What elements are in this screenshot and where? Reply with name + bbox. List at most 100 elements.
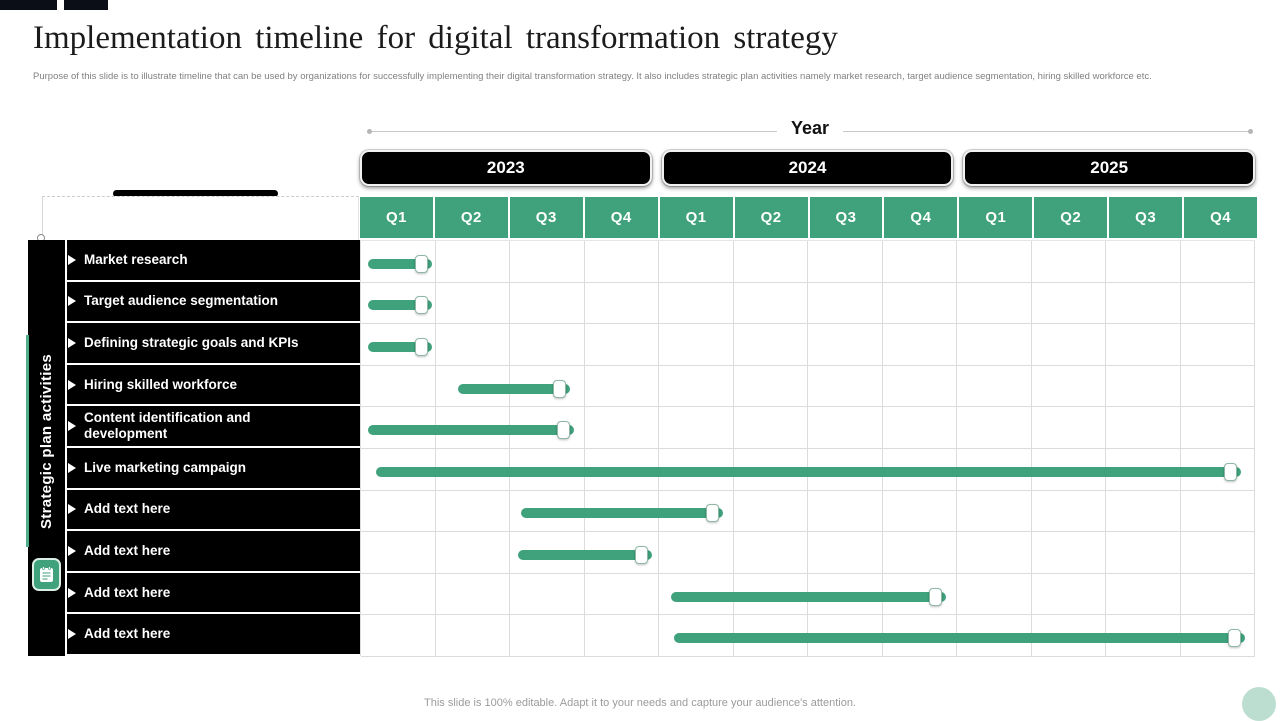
task-label-placeholder[interactable]: Add text here <box>67 572 360 613</box>
chevron-right-icon <box>68 254 76 265</box>
grid-cell <box>1031 573 1106 616</box>
gantt-bar-handle[interactable] <box>414 338 428 356</box>
grid-cell <box>510 573 585 616</box>
grid-cell <box>435 282 510 325</box>
slide-description: Purpose of this slide is to illustrate t… <box>33 71 1152 82</box>
grid-cell <box>808 407 883 449</box>
gantt-bar-handle[interactable] <box>556 421 570 440</box>
task-label-placeholder[interactable]: Add text here <box>67 489 360 530</box>
chevron-right-icon <box>68 337 76 348</box>
task-label-placeholder[interactable]: Add text here <box>67 531 360 571</box>
quarter-header-row: Q1 Q2 Q3 Q4 Q1 Q2 Q3 Q4 Q1 Q2 Q3 Q4 <box>360 197 1258 238</box>
quarter-header-7: Q4 <box>884 197 958 238</box>
gantt-bar-handle[interactable] <box>414 296 428 315</box>
grid-cell <box>957 573 1032 616</box>
quarter-header-2: Q3 <box>509 197 583 238</box>
grid-cell <box>882 532 957 574</box>
grid-cell <box>1180 407 1255 449</box>
task-label-0: Market research <box>67 240 360 280</box>
quarter-header-5: Q2 <box>734 197 808 238</box>
grid-cell <box>882 241 957 283</box>
task-label-2: Defining strategic goals and KPIs <box>67 323 360 363</box>
page-title: Implementation timeline for digital tran… <box>33 20 838 56</box>
gantt-bar-3 <box>457 379 570 398</box>
grid-cell <box>659 282 734 325</box>
grid-cell <box>659 241 734 283</box>
sidebar-label: Strategic plan activities <box>38 353 55 529</box>
grid-row <box>361 282 1255 325</box>
grid-cell <box>957 407 1032 449</box>
gantt-bar-8 <box>670 587 947 606</box>
axis-endpoint-dot-left <box>367 129 372 134</box>
grid-cell <box>882 324 957 366</box>
year-pill-2025: 2025 <box>963 150 1256 186</box>
grid-row <box>361 241 1255 283</box>
grid-cell <box>510 282 585 325</box>
grid-cell <box>584 241 659 283</box>
task-label-text: Add text here <box>84 501 171 517</box>
task-label-3: Hiring skilled workforce <box>67 364 360 405</box>
grid-cell <box>659 365 734 408</box>
quarter-header-0: Q1 <box>360 197 433 238</box>
chevron-right-icon <box>68 504 76 515</box>
grid-cell <box>1106 573 1181 616</box>
grid-cell <box>584 615 659 657</box>
grid-cell <box>808 365 883 408</box>
task-label-column: Market research Target audience segmentat… <box>67 240 360 656</box>
grid-cell <box>361 365 436 408</box>
quarter-header-11: Q4 <box>1184 197 1258 238</box>
task-label-text: Market research <box>84 251 188 267</box>
task-label-text: Hiring skilled workforce <box>84 376 238 392</box>
grid-cell <box>882 282 957 325</box>
gantt-bar-7 <box>517 546 652 564</box>
corner-accent-bar-2 <box>64 0 108 10</box>
quarter-header-1: Q2 <box>434 197 508 238</box>
grid-cell <box>1031 490 1106 533</box>
grid-cell <box>1180 532 1255 574</box>
grid-cell <box>1031 532 1106 574</box>
gantt-bar-handle[interactable] <box>414 254 428 273</box>
gantt-bar-handle[interactable] <box>1227 629 1241 648</box>
gantt-bar-6 <box>521 504 723 523</box>
gantt-bar-handle[interactable] <box>1224 462 1238 481</box>
gantt-bar-handle[interactable] <box>929 587 943 606</box>
grid-cell <box>1180 490 1255 533</box>
grid-cell <box>957 241 1032 283</box>
task-label-text: Add text here <box>84 626 171 642</box>
grid-cell <box>659 324 734 366</box>
year-header-row: 2023 2024 2025 <box>360 150 1256 186</box>
grid-cell <box>1180 324 1255 366</box>
chevron-right-icon <box>68 421 76 432</box>
year-axis-label: Year <box>776 118 844 139</box>
grid-cell <box>1106 365 1181 408</box>
task-label-text: Target audience segmentation <box>84 293 279 309</box>
notepad-icon <box>32 558 61 591</box>
chevron-right-icon <box>68 296 76 307</box>
grid-row <box>361 490 1255 533</box>
grid-cell <box>435 324 510 366</box>
grid-cell <box>435 573 510 616</box>
sidebar-accent-line <box>26 335 29 547</box>
grid-cell <box>435 490 510 533</box>
grid-cell <box>808 324 883 366</box>
grid-cell <box>808 241 883 283</box>
gantt-bar-handle[interactable] <box>705 504 719 523</box>
task-label-text: Add text here <box>84 584 171 600</box>
grid-cell <box>510 615 585 657</box>
gantt-bar-handle[interactable] <box>552 379 566 398</box>
grid-row <box>361 532 1255 574</box>
gantt-bar-5 <box>375 462 1242 481</box>
quarter-header-4: Q1 <box>659 197 733 238</box>
task-label-text: Live marketing campaign <box>84 459 247 475</box>
grid-cell <box>733 490 808 533</box>
grid-cell <box>882 490 957 533</box>
grid-cell <box>957 365 1032 408</box>
grid-cell <box>1031 324 1106 366</box>
task-label-placeholder[interactable]: Add text here <box>67 614 360 654</box>
gantt-bar-1 <box>368 296 432 315</box>
grid-row <box>361 615 1255 657</box>
grid-cell <box>733 532 808 574</box>
grid-cell <box>584 365 659 408</box>
grid-cell <box>659 407 734 449</box>
gantt-bar-handle[interactable] <box>634 546 648 564</box>
